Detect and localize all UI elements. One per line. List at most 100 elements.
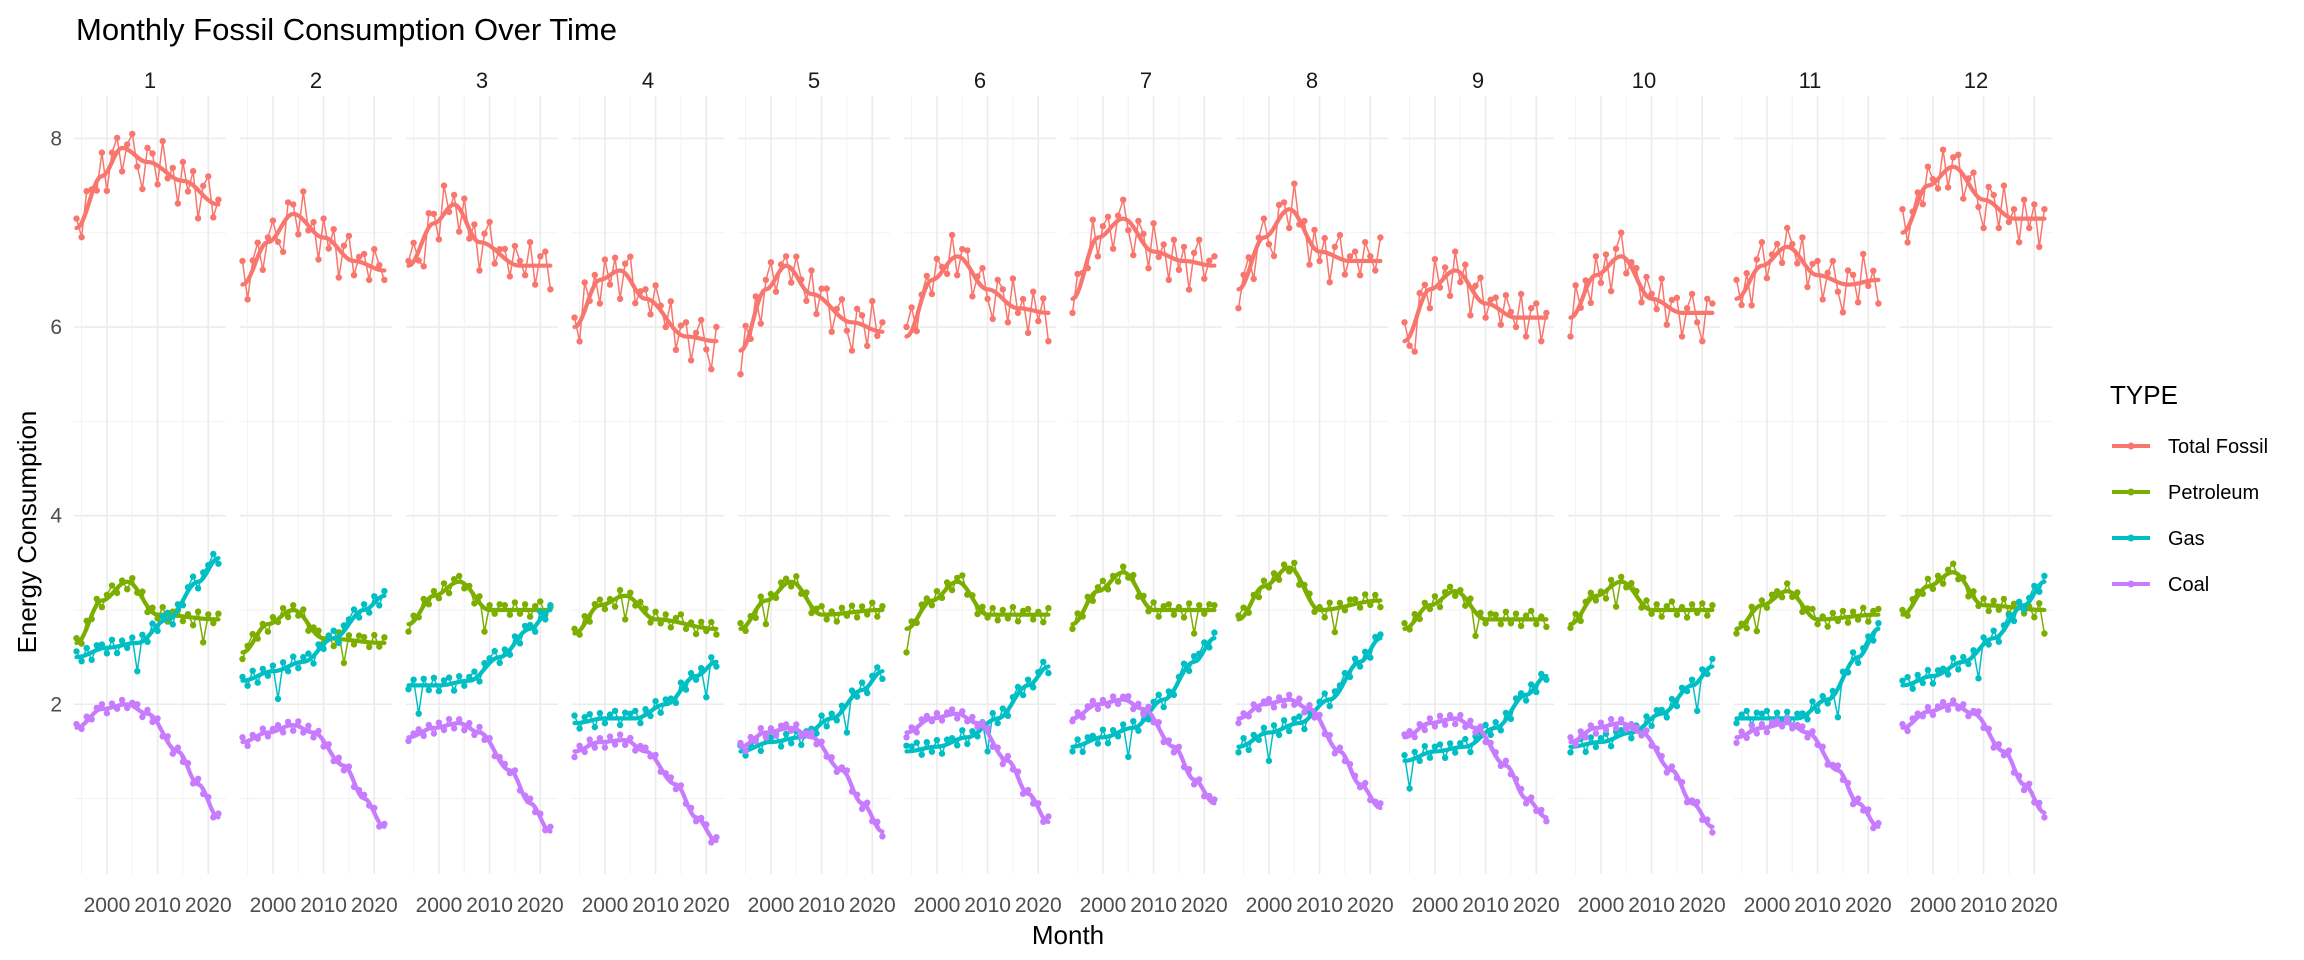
data-point-total-fossil	[1462, 261, 1469, 268]
data-point-petroleum	[918, 601, 925, 608]
data-point-total-fossil	[1109, 245, 1117, 252]
data-point-coal	[1316, 711, 1323, 719]
data-point-gas	[1694, 707, 1701, 715]
data-point-coal	[1502, 757, 1510, 764]
data-point-coal	[1870, 824, 1877, 832]
data-point-petroleum	[1587, 589, 1595, 596]
data-point-total-fossil	[1336, 231, 1344, 239]
data-point-petroleum	[1341, 607, 1349, 614]
data-point-coal	[1255, 706, 1263, 713]
data-point-petroleum	[672, 614, 680, 622]
data-point-total-fossil	[1477, 274, 1484, 281]
data-point-gas	[1628, 735, 1635, 742]
data-point-coal	[425, 721, 432, 729]
data-point-petroleum	[1401, 620, 1408, 627]
data-point-coal	[93, 704, 101, 712]
data-point-petroleum	[1784, 580, 1791, 587]
data-point-gas	[435, 687, 443, 695]
data-point-total-fossil	[491, 260, 498, 267]
legend-label-coal: Coal	[2168, 574, 2209, 596]
data-point-total-fossil	[586, 297, 593, 305]
data-point-petroleum	[879, 603, 886, 610]
data-point-total-fossil	[1653, 305, 1660, 313]
data-point-petroleum	[118, 577, 126, 584]
x-tick-label: 2010	[1296, 894, 1343, 917]
data-point-coal	[1929, 711, 1937, 719]
data-point-petroleum	[249, 630, 256, 638]
data-point-coal	[1995, 741, 2003, 748]
data-point-petroleum	[1155, 613, 1162, 620]
data-point-gas	[1170, 691, 1178, 698]
data-point-total-fossil	[606, 281, 614, 288]
data-point-coal	[330, 757, 337, 765]
data-point-total-fossil	[1467, 312, 1474, 319]
data-point-total-fossil	[1623, 270, 1630, 277]
data-point-total-fossil	[2031, 201, 2038, 208]
data-point-gas	[1421, 743, 1429, 750]
data-point-petroleum	[1668, 598, 1676, 605]
data-point-coal	[742, 747, 749, 755]
data-point-petroleum	[1502, 608, 1510, 615]
data-point-gas	[1492, 719, 1499, 726]
data-point-gas	[1185, 667, 1193, 675]
data-point-gas	[1533, 688, 1540, 696]
data-point-total-fossil	[139, 185, 146, 193]
data-point-total-fossil	[1860, 250, 1867, 258]
data-point-total-fossil	[1758, 239, 1766, 246]
data-point-gas	[1487, 731, 1494, 738]
data-point-total-fossil	[1592, 253, 1600, 260]
data-point-gas	[1522, 697, 1530, 704]
data-point-coal	[78, 725, 85, 733]
data-point-total-fossil	[687, 357, 695, 364]
x-tick-label: 2010	[300, 894, 347, 917]
data-point-gas	[1648, 722, 1655, 730]
data-point-petroleum	[662, 611, 669, 618]
data-point-petroleum	[264, 628, 272, 635]
data-point-coal	[1934, 703, 1942, 710]
data-point-coal	[1421, 726, 1429, 734]
data-point-gas	[405, 686, 412, 693]
data-point-total-fossil	[1738, 301, 1745, 309]
data-point-gas	[1944, 671, 1952, 678]
data-point-coal	[1009, 766, 1017, 773]
data-point-petroleum	[622, 616, 629, 623]
data-point-total-fossil	[1809, 260, 1816, 268]
data-point-petroleum	[948, 586, 956, 594]
data-point-gas	[989, 709, 996, 717]
data-point-coal	[73, 720, 80, 728]
x-tick-label: 2000	[1744, 894, 1791, 917]
data-point-coal	[1120, 693, 1127, 700]
data-point-petroleum	[1250, 591, 1257, 599]
data-point-gas	[1965, 660, 1972, 668]
data-point-coal	[200, 790, 207, 798]
data-point-petroleum	[828, 608, 835, 615]
data-point-coal	[803, 729, 810, 737]
data-point-petroleum	[959, 572, 966, 579]
data-point-coal	[1079, 714, 1086, 721]
data-point-petroleum	[1533, 620, 1540, 628]
data-point-petroleum	[134, 589, 141, 596]
data-point-total-fossil	[1824, 269, 1831, 276]
data-point-coal	[355, 786, 363, 794]
data-point-petroleum	[1336, 599, 1344, 607]
data-point-petroleum	[606, 595, 614, 603]
series-total-fossil-panel-5	[737, 253, 886, 378]
x-tick-label: 2010	[1794, 894, 1841, 917]
data-point-petroleum	[1426, 605, 1434, 613]
data-point-petroleum	[108, 582, 116, 589]
data-point-total-fossil	[1316, 257, 1323, 265]
data-point-gas	[1296, 713, 1303, 720]
data-point-coal	[118, 696, 126, 704]
data-point-petroleum	[838, 604, 846, 611]
data-point-total-fossil	[959, 245, 966, 253]
data-point-gas	[1240, 735, 1247, 742]
data-point-petroleum	[315, 627, 322, 634]
data-point-gas	[1019, 691, 1027, 699]
data-point-coal	[129, 699, 136, 706]
data-point-petroleum	[1819, 613, 1826, 620]
data-point-petroleum	[1990, 597, 1997, 604]
data-point-coal	[1875, 819, 1882, 827]
data-point-total-fossil	[2041, 206, 2048, 213]
data-point-coal	[1628, 720, 1635, 728]
data-point-petroleum	[813, 605, 820, 612]
